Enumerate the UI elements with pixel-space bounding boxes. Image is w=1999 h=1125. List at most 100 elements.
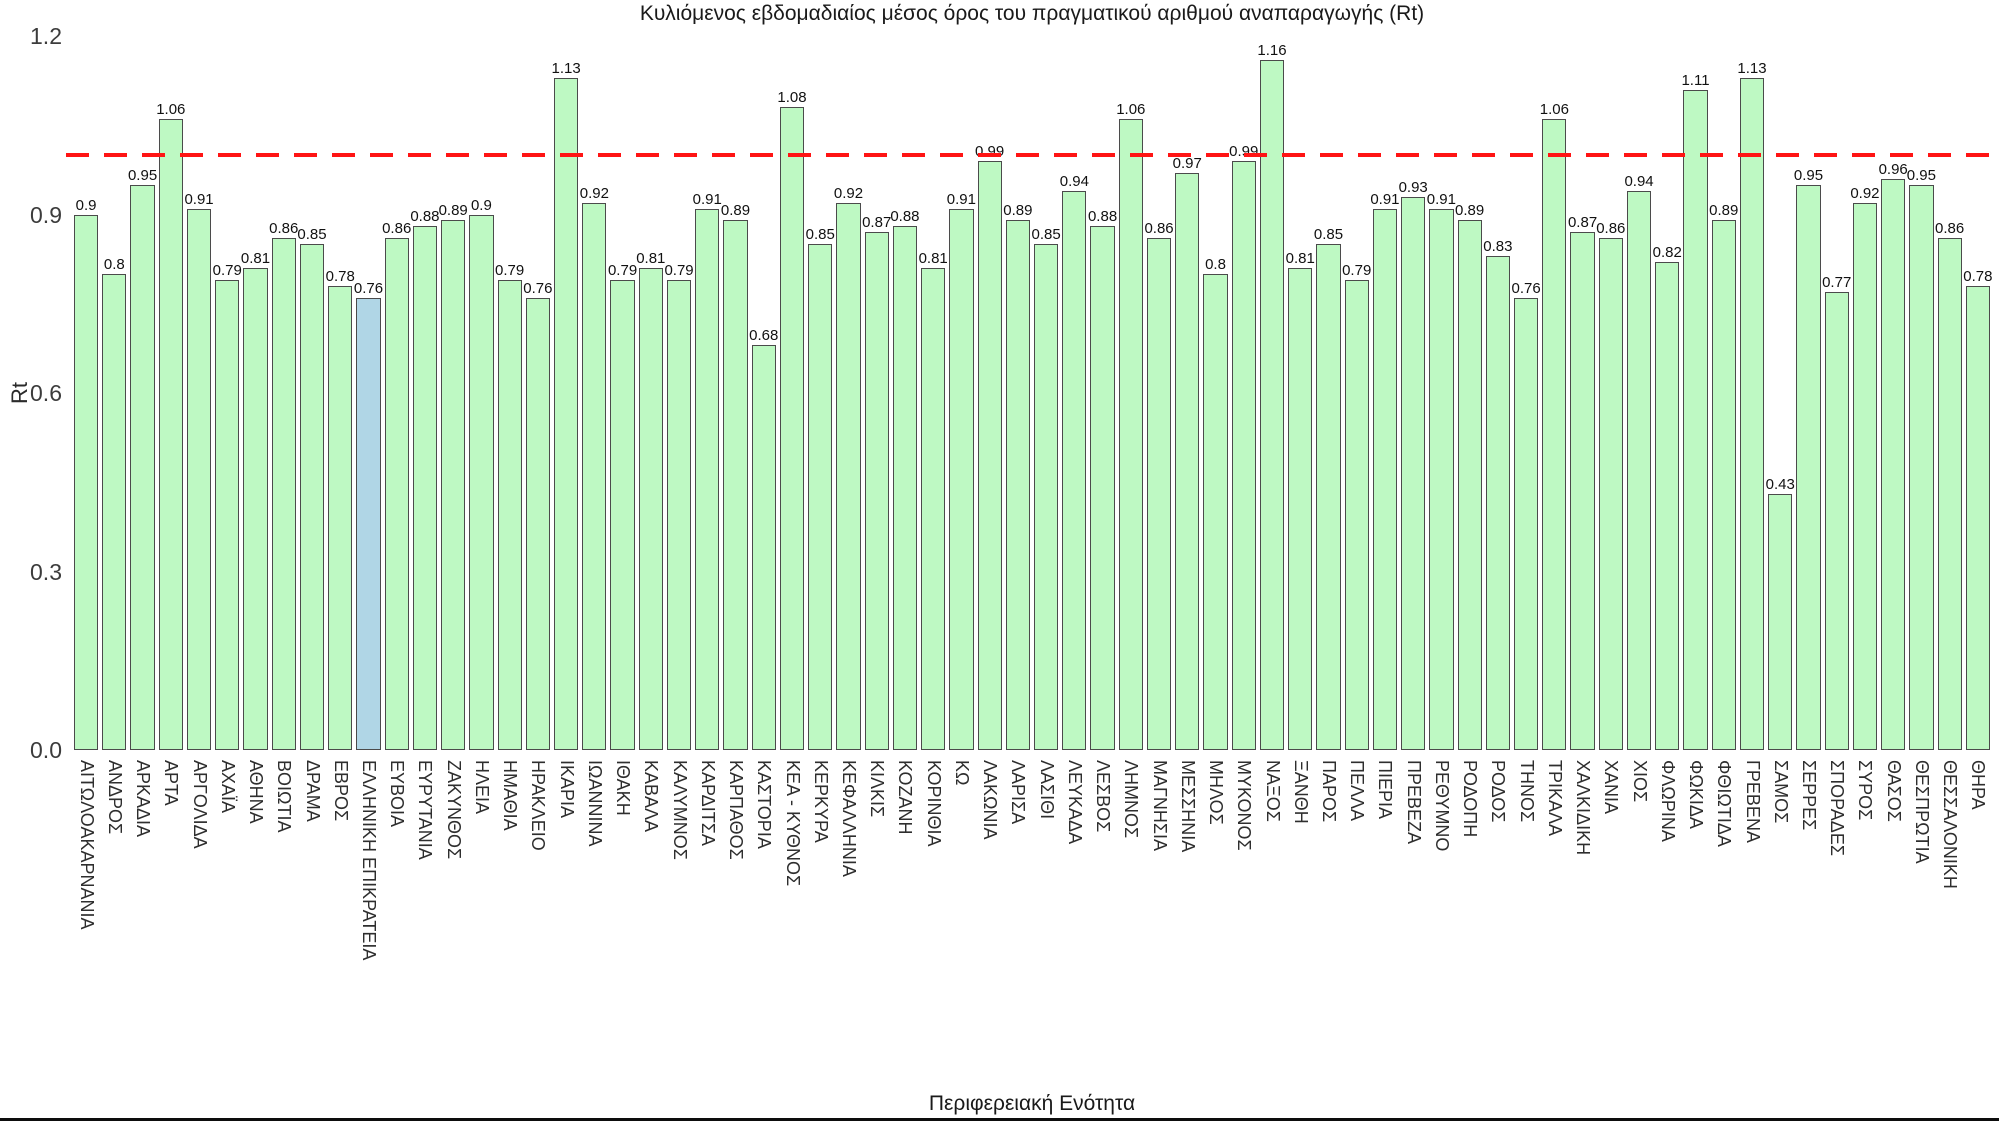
x-tick-label: ΜΥΚΟΝΟΣ (1234, 760, 1255, 851)
bar (1514, 297, 1539, 750)
bar (1598, 238, 1623, 750)
bar-value-label: 0.86 (1144, 220, 1174, 238)
bar-value-label: 0.68 (749, 327, 779, 345)
bar (1316, 244, 1341, 750)
bar (779, 107, 805, 750)
bar-value-label: 0.89 (1455, 202, 1485, 220)
bar-value-label: 1.13 (1737, 59, 1767, 77)
x-tick-label: ΛΑΣΙΘΙ (1036, 760, 1057, 820)
bar-value-label: 0.85 (1031, 226, 1061, 244)
x-tick-label: ΗΡΑΚΛΕΙΟ (528, 760, 549, 851)
bar-value-label: 0.86 (1935, 220, 1965, 238)
bar-value-label: 0.81 (636, 250, 666, 268)
bar (949, 208, 974, 750)
bar (1429, 208, 1454, 750)
bar (751, 345, 776, 750)
bar-value-label: 0.76 (353, 279, 384, 297)
bar-value-label: 0.99 (975, 142, 1005, 160)
bar-value-label: 0.97 (1172, 154, 1202, 172)
bar (1344, 279, 1369, 750)
bar-value-label: 0.87 (1567, 214, 1598, 232)
x-tick-label: ΛΗΜΝΟΣ (1121, 760, 1142, 839)
bar (1852, 202, 1878, 750)
x-tick-label: ΠΕΛΛΑ (1347, 760, 1368, 822)
x-tick-label: ΠΑΡΟΣ (1318, 760, 1339, 823)
x-tick-label: ΑΡΚΑΔΙΑ (133, 760, 154, 838)
bar-value-label: 0.87 (862, 214, 892, 232)
bar (808, 244, 833, 750)
x-tick-label: ΛΑΚΩΝΙΑ (980, 760, 1001, 840)
bar-value-label: 0.78 (325, 267, 355, 285)
bar-value-label: 0.89 (1003, 202, 1033, 220)
x-tick-label: ΧΑΝΙΑ (1601, 760, 1622, 815)
bar (1034, 244, 1059, 750)
x-tick-label: ΦΩΚΙΔΑ (1686, 760, 1707, 829)
bar (1231, 160, 1256, 750)
bar-value-label: 0.85 (297, 226, 327, 244)
bar-value-label: 0.91 (692, 190, 722, 208)
bar-value-label: 0.83 (1483, 238, 1513, 256)
bar (1146, 238, 1172, 750)
bar (892, 226, 918, 750)
bar-value-label: 0.92 (579, 184, 609, 202)
bar (695, 208, 720, 750)
bar-value-label: 0.76 (523, 279, 553, 297)
x-axis-label: Περιφερειακή Ενότητα (928, 1092, 1136, 1115)
bar (1937, 238, 1962, 750)
bar-value-label: 0.96 (1878, 160, 1908, 178)
x-tick-label: ΘΕΣΠΡΩΤΙΑ (1911, 760, 1932, 864)
bar-value-label: 0.95 (1793, 166, 1824, 184)
bar (1401, 196, 1426, 750)
bar-value-label: 0.91 (184, 190, 214, 208)
x-tick-label: ΛΕΣΒΟΣ (1093, 760, 1114, 833)
bar-value-label: 0.89 (1709, 202, 1739, 220)
bar (836, 202, 861, 750)
bar-value-label: 0.88 (1087, 208, 1118, 226)
bar (469, 214, 494, 750)
bar-value-label: 0.86 (269, 220, 299, 238)
x-tick-label: ΗΛΕΙΑ (471, 760, 492, 815)
bar (1288, 268, 1313, 750)
x-tick-label: ΣΥΡΟΣ (1855, 760, 1876, 821)
bar-value-label: 0.94 (1624, 172, 1654, 190)
x-tick-label: ΚΟΡΙΝΘΙΑ (923, 760, 944, 847)
bar (1005, 220, 1030, 750)
x-tick-label: ΕΥΒΟΙΑ (387, 760, 408, 828)
bar-value-label: 0.79 (212, 261, 242, 279)
bar-value-label: 0.79 (495, 261, 525, 279)
x-tick-label: ΡΕΘΥΜΝΟ (1431, 760, 1452, 852)
bar (525, 297, 550, 750)
x-tick-label: ΑΧΑΪΑ (217, 760, 238, 814)
bar (1683, 89, 1708, 750)
bar (1457, 220, 1482, 750)
x-tick-label: ΚΑΡΠΑΘΟΣ (726, 760, 747, 860)
x-tick-label: ΤΗΝΟΣ (1516, 760, 1537, 823)
bar-value-label: 1.06 (156, 101, 186, 119)
bar-value-label: 0.95 (127, 166, 158, 184)
bar (1796, 184, 1821, 750)
x-tick-label: ΛΑΡΙΣΑ (1008, 760, 1029, 825)
x-tick-label: ΦΛΩΡΙΝΑ (1657, 760, 1678, 842)
bar (610, 279, 635, 750)
bar (1965, 285, 1990, 750)
bar (328, 285, 353, 750)
bar-value-label: 0.81 (918, 250, 948, 268)
bar-value-label: 0.93 (1398, 178, 1428, 196)
x-tick-label: ΕΒΡΟΣ (330, 760, 351, 822)
bar (1175, 172, 1200, 750)
bar (243, 268, 268, 750)
bar-value-label: 0.82 (1652, 244, 1682, 262)
x-tick-label: ΘΕΣΣΑΛΟΝΙΚΗ (1940, 760, 1961, 889)
x-tick-label: ΤΡΙΚΑΛΑ (1544, 760, 1565, 837)
bar-value-label: 0.95 (1906, 166, 1936, 184)
bar (1485, 256, 1510, 750)
x-tick-label: ΑΡΓΟΛΙΔΑ (189, 760, 210, 849)
x-tick-label: ΠΙΕΡΙΑ (1375, 760, 1396, 820)
bar (1711, 220, 1736, 750)
bottom-divider (0, 1118, 1999, 1121)
bar-value-label: 0.77 (1822, 273, 1852, 291)
bar (666, 279, 692, 750)
bar-value-label: 0.8 (103, 256, 125, 273)
y-tick-label: 1.2 (30, 23, 62, 49)
